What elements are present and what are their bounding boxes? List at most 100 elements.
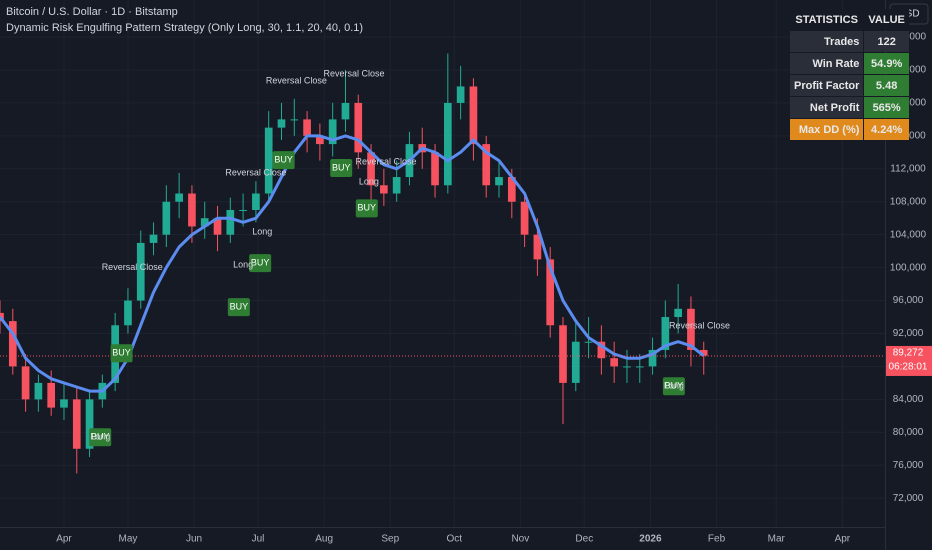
candle-body bbox=[495, 177, 503, 186]
candle-body bbox=[559, 325, 567, 383]
buy-label-box bbox=[110, 344, 133, 363]
statistics-row: Net Profit 565% bbox=[790, 97, 909, 118]
candle-body bbox=[546, 259, 555, 326]
candle-body bbox=[188, 193, 196, 227]
candle-body bbox=[610, 358, 619, 367]
plot bbox=[0, 53, 885, 474]
x-tick-label: May bbox=[118, 534, 137, 545]
x-tick-label: Feb bbox=[708, 534, 726, 545]
annotation-label: Reversal Close bbox=[266, 75, 327, 85]
candle-body bbox=[252, 193, 260, 210]
candle-body bbox=[226, 209, 235, 235]
candle-body bbox=[328, 119, 337, 145]
buy-label: BUY bbox=[274, 155, 293, 165]
buy-label: BUY bbox=[230, 302, 249, 312]
buy-label: BUY bbox=[251, 257, 270, 267]
grid bbox=[0, 0, 885, 527]
last-price-tag bbox=[886, 345, 932, 376]
statistics-cell: VALUE bbox=[864, 9, 909, 30]
candle-body bbox=[687, 308, 695, 350]
buy-label: BUY bbox=[358, 203, 377, 213]
candle-body bbox=[380, 185, 388, 194]
x-tick-label: Dec bbox=[575, 534, 593, 545]
statistics-row: Profit Factor 5.48 bbox=[790, 75, 909, 96]
chart-title: Bitcoin / U.S. Dollar · 1D · Bitstamp bbox=[6, 6, 178, 18]
candle-body bbox=[635, 366, 644, 368]
x-tick-label: Mar bbox=[768, 534, 786, 545]
candle-body bbox=[584, 341, 593, 343]
candle-body bbox=[316, 135, 324, 145]
candle-body bbox=[162, 201, 171, 235]
candle-body bbox=[571, 341, 580, 383]
annotation-label: Reversal Close bbox=[323, 68, 384, 78]
last-price-label: 89,272 bbox=[893, 348, 924, 359]
x-tick-label: 2026 bbox=[639, 534, 662, 545]
x-tick-label: Jun bbox=[186, 534, 202, 545]
statistics-cell: 5.48 bbox=[864, 75, 909, 96]
candle-body bbox=[277, 119, 286, 128]
candle-body bbox=[136, 242, 145, 301]
candle-body bbox=[290, 119, 299, 121]
statistics-cell: 4.24% bbox=[864, 119, 909, 140]
candle-body bbox=[0, 312, 4, 322]
statistics-cell: Max DD (%) bbox=[790, 119, 864, 140]
y-tick-label: 112,000 bbox=[890, 163, 926, 174]
candle-body bbox=[354, 102, 363, 153]
countdown-label: 06:28:01 bbox=[889, 362, 928, 373]
y-tick-label: 108,000 bbox=[890, 196, 927, 207]
candle-body bbox=[533, 234, 542, 260]
buy-label: BUY bbox=[112, 348, 131, 358]
candle-body bbox=[175, 193, 183, 202]
candle-body bbox=[200, 218, 209, 227]
candle-body bbox=[469, 86, 478, 145]
annotation-label: Long bbox=[664, 381, 684, 391]
candle-body bbox=[520, 201, 529, 235]
candle-body bbox=[34, 382, 43, 400]
candle-body bbox=[264, 127, 273, 194]
candle-body bbox=[674, 308, 682, 318]
x-tick-label: Jul bbox=[252, 534, 265, 545]
statistics-cell: 54.9% bbox=[864, 53, 909, 74]
candle-body bbox=[8, 321, 17, 367]
annotation-label: Long bbox=[90, 432, 110, 442]
y-tick-label: 100,000 bbox=[890, 262, 927, 273]
candle-body bbox=[367, 152, 375, 186]
candle-body bbox=[661, 317, 670, 350]
candle-body bbox=[699, 349, 708, 356]
y-tick-label: 96,000 bbox=[893, 295, 924, 306]
statistics-row: Trades 122 bbox=[790, 31, 909, 52]
statistics-cell: Win Rate bbox=[790, 53, 864, 74]
candle-body bbox=[47, 382, 56, 408]
candle-body bbox=[149, 234, 158, 243]
statistics-cell: Net Profit bbox=[790, 97, 864, 118]
buy-label: BUY bbox=[332, 162, 351, 172]
buy-label-box bbox=[330, 158, 353, 177]
statistics-cell: STATISTICS bbox=[790, 9, 864, 30]
x-tick-label: Aug bbox=[315, 534, 333, 545]
candle-body bbox=[507, 177, 516, 202]
candle-body bbox=[431, 152, 439, 186]
annotation-label: Long bbox=[233, 260, 253, 270]
annotation-label: Long bbox=[252, 227, 272, 237]
candle-body bbox=[239, 209, 247, 211]
currency-label[interactable]: USD bbox=[898, 9, 919, 20]
x-tick-label: Nov bbox=[511, 534, 529, 545]
statistics-cell: Profit Factor bbox=[790, 75, 864, 96]
statistics-table: STATISTICS VALUE Trades 122 Win Rate 54.9% Pro… bbox=[789, 8, 910, 141]
candle-body bbox=[341, 102, 350, 120]
x-tick-label: Apr bbox=[835, 534, 851, 545]
y-tick-label: 92,000 bbox=[893, 328, 924, 339]
annotation-label: Long bbox=[359, 176, 379, 186]
candle-body bbox=[456, 86, 465, 103]
annotation-label: Reversal Close bbox=[355, 157, 416, 167]
statistics-cell: 565% bbox=[864, 97, 909, 118]
candle-body bbox=[213, 218, 222, 235]
candle-body bbox=[72, 399, 81, 449]
buy-label-box bbox=[227, 298, 250, 317]
x-tick-label: Sep bbox=[381, 534, 399, 545]
annotation-label: Reversal Close bbox=[102, 262, 163, 272]
candle-body bbox=[60, 399, 68, 408]
candle-body bbox=[623, 366, 631, 368]
